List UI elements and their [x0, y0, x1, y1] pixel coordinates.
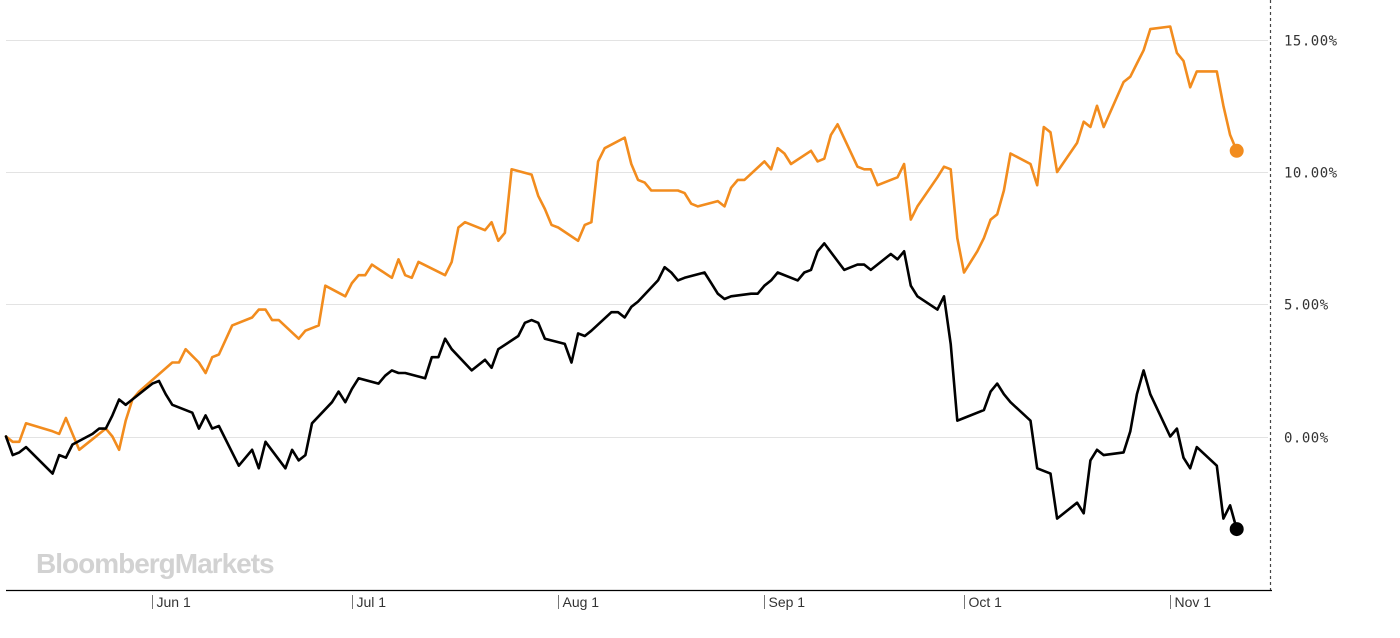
watermark-logo: BloombergMarkets [36, 548, 274, 579]
y-axis: 15.00% 10.00% 5.00% 0.00% [1284, 34, 1338, 447]
x-tick-label: Jun 1 [157, 594, 191, 610]
y-tick-label: 15.00% [1284, 34, 1338, 50]
x-tick-label: Oct 1 [969, 594, 1003, 610]
x-axis: Jun 1 Jul 1 Aug 1 Sep 1 Oct 1 Nov 1 [152, 594, 1212, 610]
y-tick-label: 0.00% [1284, 431, 1329, 447]
x-tick-label: Nov 1 [1175, 594, 1212, 610]
x-tick-label: Aug 1 [563, 594, 600, 610]
x-tick-label: Jul 1 [357, 594, 387, 610]
series-line-2 [4, 242, 1238, 531]
series-end-marker-2 [1229, 522, 1244, 537]
series-layer [4, 25, 1238, 531]
x-tick-label: Sep 1 [769, 594, 806, 610]
end-markers [1229, 143, 1244, 537]
y-tick-label: 10.00% [1284, 166, 1338, 182]
grid [6, 40, 1268, 438]
y-tick-label: 5.00% [1284, 298, 1329, 314]
series-line-1 [4, 25, 1238, 452]
series-end-marker-1 [1229, 143, 1244, 158]
